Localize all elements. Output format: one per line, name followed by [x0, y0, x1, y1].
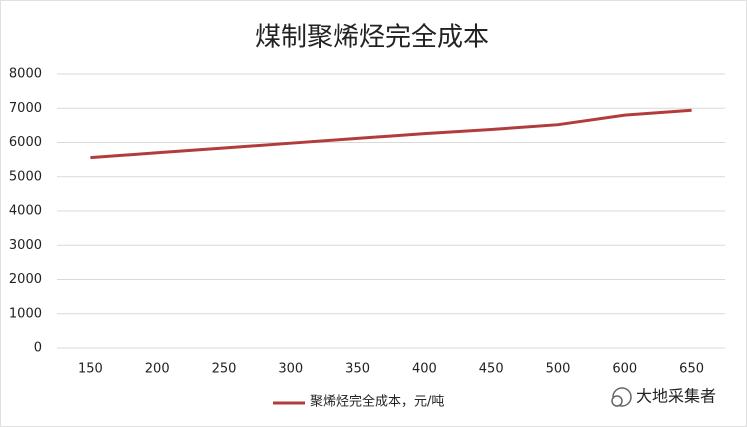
y-tick-label: 2000	[9, 272, 42, 287]
x-tick-label: 450	[479, 362, 504, 377]
legend-label: 聚烯烃完全成本，元/吨	[310, 394, 444, 410]
x-tick-label: 350	[345, 362, 370, 377]
x-tick-label: 200	[145, 362, 170, 377]
chart-title: 煤制聚烯烃完全成本	[255, 23, 489, 53]
y-tick-label: 6000	[9, 135, 42, 150]
y-tick-label: 5000	[9, 169, 42, 184]
x-tick-label: 150	[78, 362, 103, 377]
x-tick-label: 650	[679, 362, 704, 377]
watermark-icon	[611, 387, 632, 407]
x-tick-label: 400	[412, 362, 437, 377]
line-series	[90, 108, 692, 160]
y-tick-label: 7000	[9, 101, 42, 116]
x-tick-label: 250	[212, 362, 237, 377]
y-tick-label: 3000	[9, 238, 42, 253]
x-tick-label: 600	[612, 362, 637, 377]
y-tick-label: 1000	[9, 306, 42, 321]
x-tick-label: 300	[278, 362, 303, 377]
watermark: 大地采集者	[636, 387, 716, 406]
y-tick-label: 4000	[9, 204, 42, 219]
y-tick-label: 0	[34, 341, 42, 356]
y-tick-label: 8000	[9, 67, 42, 82]
x-tick-label: 500	[546, 362, 571, 377]
